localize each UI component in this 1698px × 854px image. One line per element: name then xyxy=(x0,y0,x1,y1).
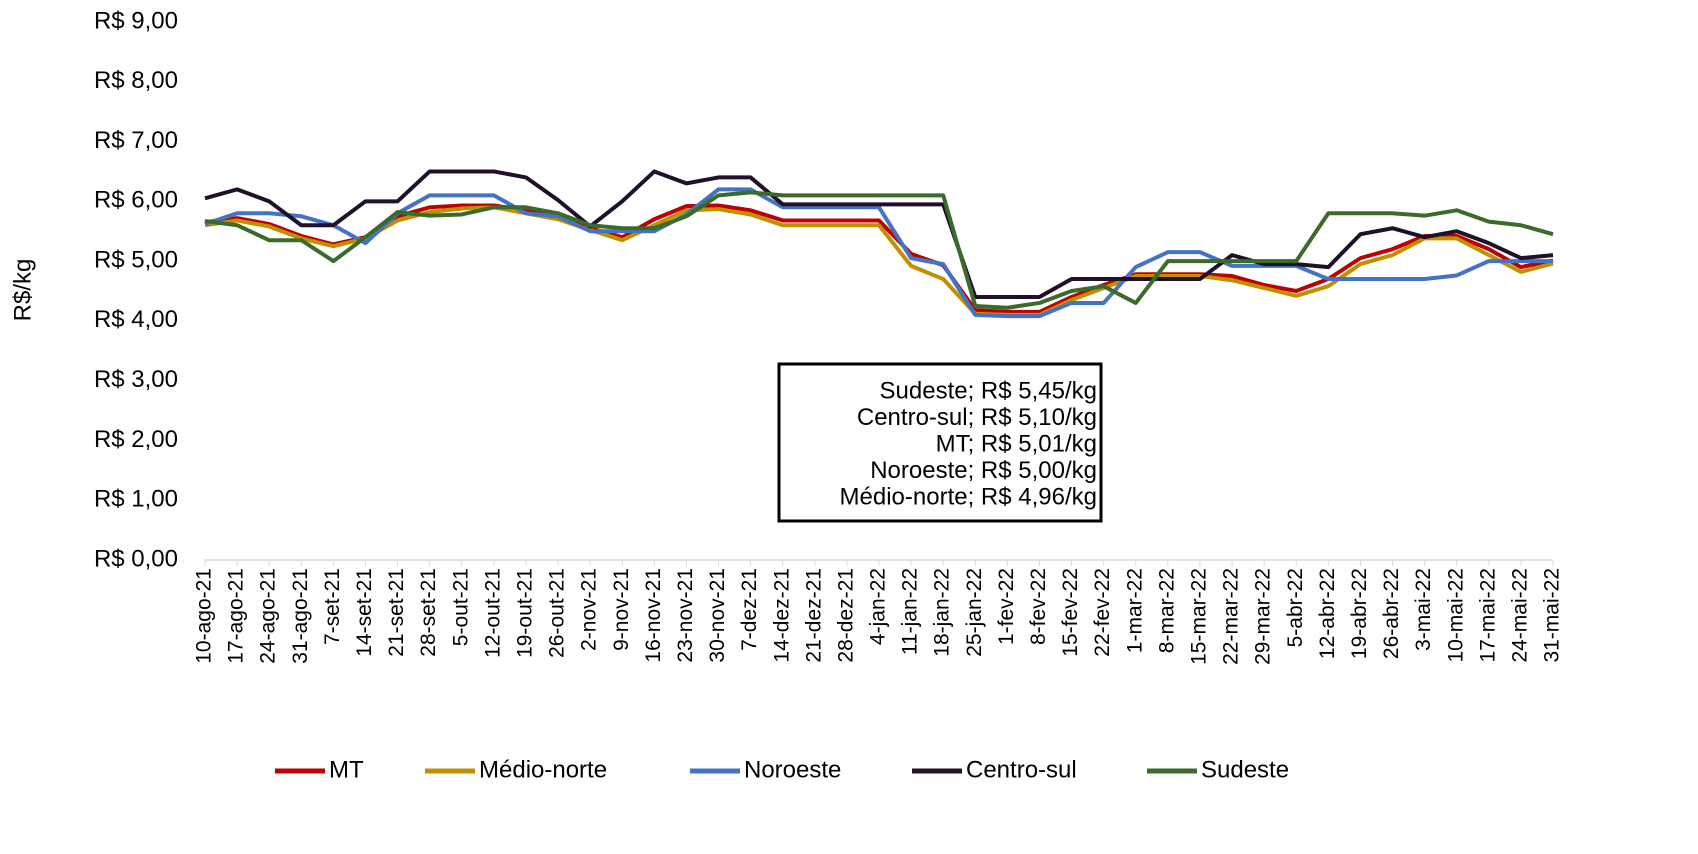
y-tick-label: R$ 4,00 xyxy=(94,306,178,333)
legend-label: Médio-norte xyxy=(479,756,607,783)
y-tick-label: R$ 8,00 xyxy=(94,67,178,94)
annotation-box xyxy=(777,362,1103,523)
x-tick-label: 24-mai-22 xyxy=(1508,568,1531,663)
x-tick-label: 31-mai-22 xyxy=(1541,568,1564,663)
legend-label: Noroeste xyxy=(744,756,841,783)
x-tick-label: 22-fev-22 xyxy=(1091,568,1114,657)
y-tick-label: R$ 2,00 xyxy=(94,426,178,453)
x-tick-label: 10-ago-21 xyxy=(193,568,216,664)
annotation-line: Sudeste; R$ 5,45/kg xyxy=(880,377,1097,404)
annotation-line: Médio-norte; R$ 4,96/kg xyxy=(840,483,1097,510)
x-tick-label: 14-dez-21 xyxy=(770,568,793,663)
x-tick-label: 24-ago-21 xyxy=(257,568,280,664)
x-tick-label: 1-mar-22 xyxy=(1123,568,1146,653)
x-tick-label: 7-dez-21 xyxy=(738,568,761,651)
x-tick-label: 15-fev-22 xyxy=(1059,568,1082,657)
series-line xyxy=(204,203,1554,314)
x-tick-label: 12-out-21 xyxy=(481,568,504,658)
y-tick-label: R$ 5,00 xyxy=(94,246,178,273)
y-tick-label: R$ 3,00 xyxy=(94,366,178,393)
y-tick-label: R$ 0,00 xyxy=(94,545,178,572)
x-tick-label: 8-fev-22 xyxy=(1027,568,1050,645)
x-tick-label: 21-dez-21 xyxy=(802,568,825,663)
x-tick-label: 28-dez-21 xyxy=(834,568,857,663)
x-tick-label: 5-abr-22 xyxy=(1284,568,1307,647)
x-tick-label: 19-abr-22 xyxy=(1348,568,1371,659)
x-tick-label: 10-mai-22 xyxy=(1444,568,1467,663)
x-tick-label: 21-set-21 xyxy=(385,568,408,657)
x-tick-label: 14-set-21 xyxy=(353,568,376,657)
x-tick-label: 28-set-21 xyxy=(417,568,440,657)
y-axis-label: R$/kg xyxy=(9,259,36,322)
x-tick-label: 2-nov-21 xyxy=(578,568,601,651)
x-tick-label: 23-nov-21 xyxy=(674,568,697,663)
x-tick-label: 7-set-21 xyxy=(321,568,344,645)
x-tick-label: 15-mar-22 xyxy=(1187,568,1210,665)
series-line xyxy=(204,187,1553,319)
y-tick-label: R$ 6,00 xyxy=(94,187,178,214)
x-tick-label: 25-jan-22 xyxy=(963,568,986,657)
y-tick-label: R$ 1,00 xyxy=(94,486,178,513)
x-tick-label: 4-jan-22 xyxy=(867,568,890,645)
x-tick-label: 9-nov-21 xyxy=(610,568,633,651)
x-tick-label: 1-fev-22 xyxy=(995,568,1018,645)
series-line xyxy=(204,205,1554,317)
x-tick-label: 31-ago-21 xyxy=(289,568,312,664)
x-tick-label: 22-mar-22 xyxy=(1220,568,1243,665)
y-tick-label: R$ 7,00 xyxy=(94,127,178,154)
x-tick-label: 26-out-21 xyxy=(546,568,569,658)
x-tick-label: 16-nov-21 xyxy=(642,568,665,663)
y-tick-label: R$ 9,00 xyxy=(94,7,178,34)
x-tick-label: 18-jan-22 xyxy=(931,568,954,657)
x-tick-label: 29-mar-22 xyxy=(1252,568,1275,665)
x-tick-label: 26-abr-22 xyxy=(1380,568,1403,659)
annotation-line: Centro-sul; R$ 5,10/kg xyxy=(857,404,1097,431)
legend-label: MT xyxy=(329,756,364,783)
x-tick-label: 19-out-21 xyxy=(513,568,536,658)
legend-label: Sudeste xyxy=(1201,756,1289,783)
x-tick-label: 12-abr-22 xyxy=(1316,568,1339,659)
series-line xyxy=(204,190,1554,310)
x-tick-label: 5-out-21 xyxy=(449,568,472,646)
x-tick-label: 3-mai-22 xyxy=(1412,568,1435,651)
x-tick-label: 8-mar-22 xyxy=(1155,568,1178,653)
annotation-line: Noroeste; R$ 5,00/kg xyxy=(870,457,1097,484)
series-line xyxy=(204,169,1554,299)
annotation-line: MT; R$ 5,01/kg xyxy=(936,430,1097,457)
x-tick-label: 17-mai-22 xyxy=(1476,568,1499,663)
x-tick-label: 11-jan-22 xyxy=(899,568,922,655)
x-tick-label: 17-ago-21 xyxy=(225,568,248,664)
x-tick-label: 30-nov-21 xyxy=(706,568,729,663)
legend-label: Centro-sul xyxy=(966,756,1077,783)
